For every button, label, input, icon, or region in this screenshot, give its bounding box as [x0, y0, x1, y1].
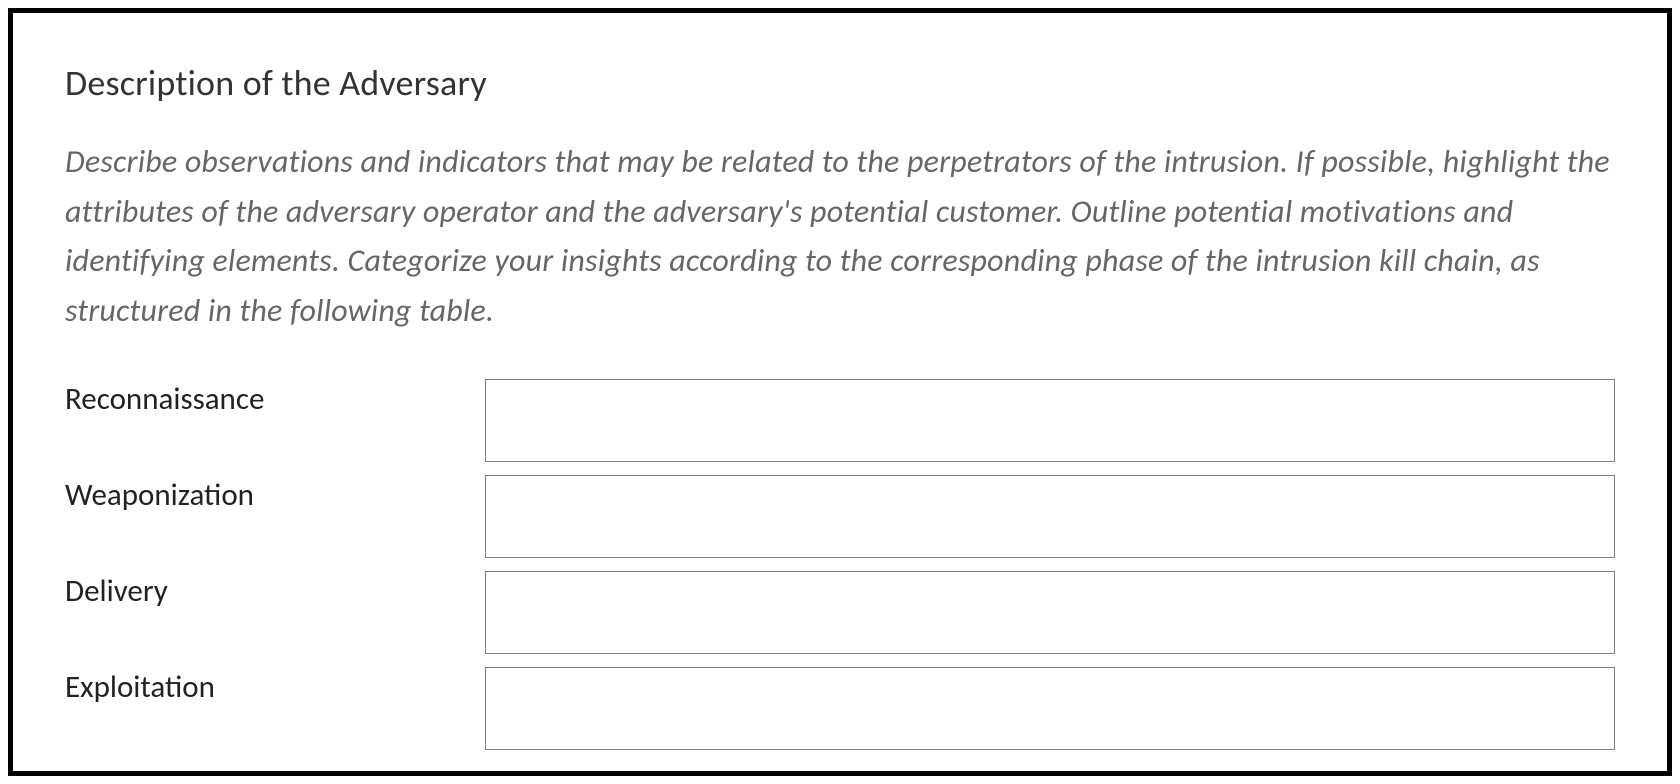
- table-row: Exploitation: [65, 668, 1615, 750]
- instruction-text: Describe observations and indicators tha…: [65, 137, 1615, 335]
- phase-input-delivery[interactable]: [485, 572, 1615, 654]
- phase-input-reconnaissance[interactable]: [485, 380, 1615, 462]
- phase-label-delivery: Delivery: [65, 572, 485, 654]
- row-spacer: [65, 558, 1615, 572]
- phase-input-weaponization[interactable]: [485, 476, 1615, 558]
- section-heading: Description of the Adversary: [65, 61, 1615, 105]
- phase-label-reconnaissance: Reconnaissance: [65, 380, 485, 462]
- row-spacer: [65, 462, 1615, 476]
- row-spacer: [65, 654, 1615, 668]
- phase-input-exploitation[interactable]: [485, 668, 1615, 750]
- phase-label-exploitation: Exploitation: [65, 668, 485, 750]
- table-row: Weaponization: [65, 476, 1615, 558]
- document-frame: Description of the Adversary Describe ob…: [8, 8, 1672, 776]
- table-row: Delivery: [65, 572, 1615, 654]
- table-row: Reconnaissance: [65, 380, 1615, 462]
- kill-chain-table: Reconnaissance Weaponization Delivery Ex…: [65, 379, 1615, 750]
- phase-label-weaponization: Weaponization: [65, 476, 485, 558]
